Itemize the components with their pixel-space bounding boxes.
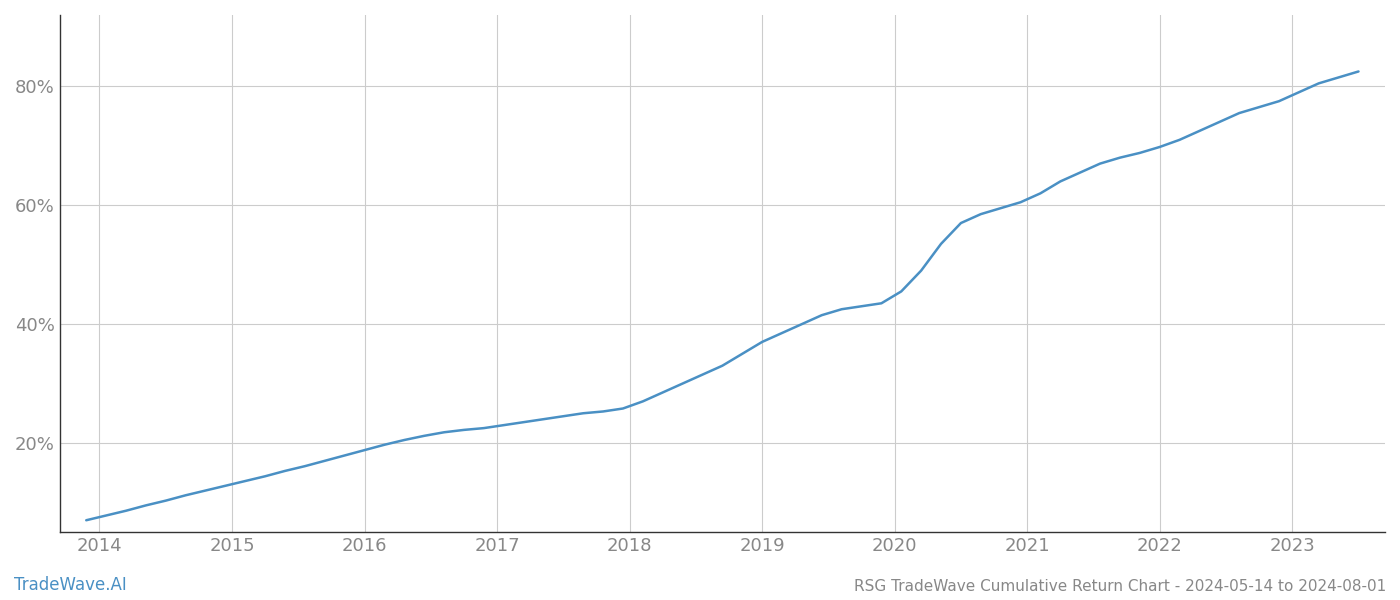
- Text: RSG TradeWave Cumulative Return Chart - 2024-05-14 to 2024-08-01: RSG TradeWave Cumulative Return Chart - …: [854, 579, 1386, 594]
- Text: TradeWave.AI: TradeWave.AI: [14, 576, 127, 594]
